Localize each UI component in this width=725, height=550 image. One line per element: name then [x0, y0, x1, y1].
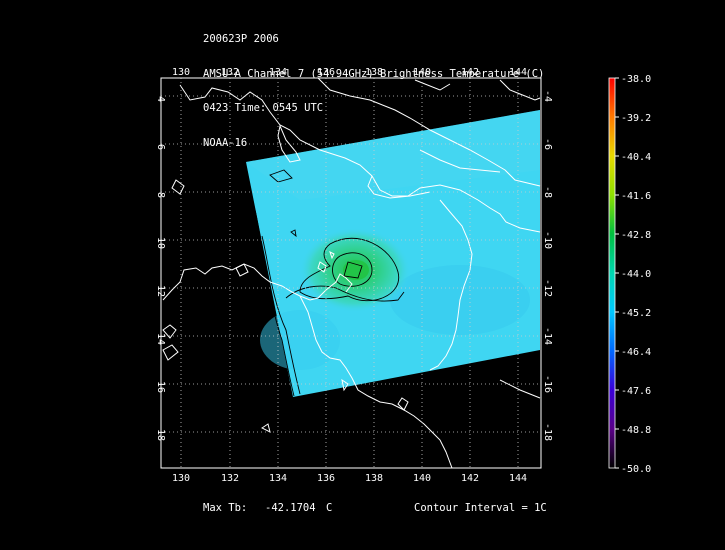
contour-interval: Contour Interval = 1C: [414, 502, 547, 514]
lon-label: 142: [461, 473, 479, 484]
lat-label: -10: [542, 231, 553, 249]
lat-label: -16: [155, 375, 166, 393]
plot-frame: [160, 77, 542, 469]
colorbar-ticks: [615, 77, 619, 469]
colorbar-tick-label: -46.4: [621, 347, 651, 358]
lat-label: -12: [542, 279, 553, 297]
lat-label: -8: [155, 186, 166, 198]
warm-core-center: [343, 260, 369, 280]
lon-label: 130: [172, 473, 190, 484]
graticule: [161, 78, 541, 468]
max-tb-value: -42.1704: [265, 502, 316, 514]
lat-label: -14: [155, 327, 166, 345]
colorbar-tick-label: -48.8: [621, 425, 651, 436]
time-line: 0423 Time: 0545 UTC: [203, 102, 324, 114]
lat-label: -14: [542, 327, 553, 345]
lon-label: 138: [365, 67, 383, 78]
lat-label: -4: [155, 90, 166, 102]
lat-label: -6: [542, 138, 553, 150]
channel-line: AMSU-A Channel 7 (54.94GHz) Brightness T…: [203, 67, 545, 80]
colorbar-tick-label: -45.2: [621, 308, 651, 319]
lat-label: -10: [155, 231, 166, 249]
swath-cool-patch-2: [260, 310, 340, 370]
contour-lines: [254, 169, 405, 397]
lat-label: -18: [542, 423, 553, 441]
max-tb-label: Max Tb:: [203, 502, 248, 514]
lon-labels-bottom: 130 132 134 136 138 140 142 144: [172, 473, 527, 484]
lat-labels-right: -4 -6 -8 -10 -12 -14 -16 -18: [542, 90, 553, 441]
title-block: 200623P 2006 AMSU-A Channel 7 (54.94GHz)…: [203, 11, 544, 161]
colorbar-tick-label: -40.4: [621, 152, 651, 163]
lon-labels-top: 130 132 134 136 138 140 142 144: [172, 67, 527, 78]
max-tb-unit: C: [326, 502, 333, 514]
lon-label: 144: [509, 473, 527, 484]
colorbar-tick-label: -47.6: [621, 386, 651, 397]
storm-id-line: 200623P 2006: [203, 33, 279, 45]
swath-shading: [246, 110, 540, 200]
colorbar-tick-label: -38.0: [621, 74, 651, 85]
lon-label: 136: [317, 67, 335, 78]
lat-label: -6: [155, 138, 166, 150]
colorbar-tick-label: -41.6: [621, 191, 651, 202]
lon-label: 138: [365, 473, 383, 484]
colorbar-labels: -38.0 -39.2 -40.4 -41.6 -42.8 -44.0 -45.…: [621, 74, 651, 475]
lon-label: 134: [269, 67, 287, 78]
lon-label: 130: [172, 67, 190, 78]
lon-label: 134: [269, 473, 287, 484]
satellite-line: NOAA-16: [203, 136, 248, 149]
lon-label: 132: [221, 67, 239, 78]
colorbar-tick-label: -42.8: [621, 230, 651, 241]
lon-label: 142: [461, 67, 479, 78]
lat-label: -16: [542, 375, 553, 393]
colorbar-tick-label: -44.0: [621, 269, 651, 280]
colorbar: [608, 77, 616, 469]
plot-area: [162, 78, 541, 468]
colorbar-tick-label: -39.2: [621, 113, 651, 124]
lat-label: -18: [155, 423, 166, 441]
lon-label: 136: [317, 473, 335, 484]
lat-labels-left: -4 -6 -8 -10 -12 -14 -16 -18: [155, 90, 166, 441]
colorbar-tick-label: -50.0: [621, 464, 651, 475]
lat-label: -4: [542, 90, 553, 102]
lat-label: -8: [542, 186, 553, 198]
lon-label: 144: [509, 67, 527, 78]
lon-label: 132: [221, 473, 239, 484]
lon-label: 140: [413, 67, 431, 78]
lon-label: 140: [413, 473, 431, 484]
lat-label: -12: [155, 279, 166, 297]
